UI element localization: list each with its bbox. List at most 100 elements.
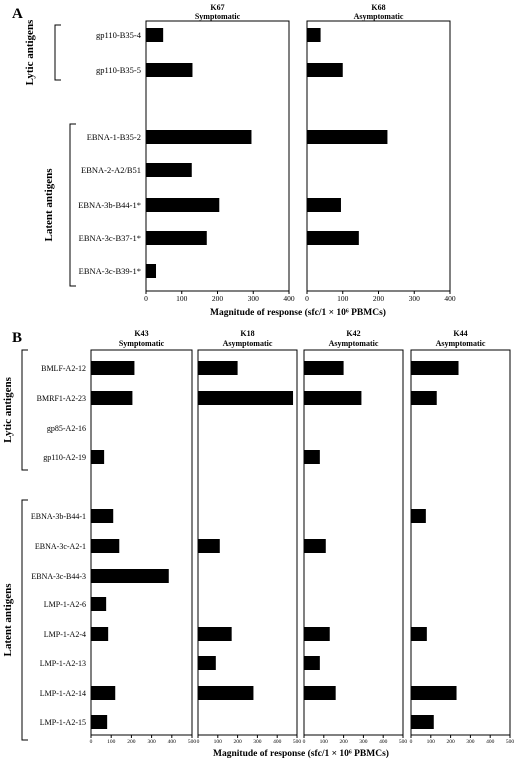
- bar: [146, 163, 192, 177]
- x-axis-label: Magnitude of response (sfc/1 × 10⁶ PBMCs…: [213, 748, 389, 759]
- category-label: EBNA-3c-B39-1*: [79, 266, 141, 276]
- bar: [304, 361, 344, 375]
- series-name: K68: [371, 3, 385, 12]
- category-label: EBNA-2-A2/B51: [81, 165, 141, 175]
- series-status: Asymptomatic: [329, 339, 379, 348]
- x-tick-label: 400: [486, 739, 495, 745]
- bar: [91, 509, 114, 523]
- bar: [411, 391, 437, 405]
- bar: [411, 715, 434, 729]
- category-label: EBNA-3b-B44-1: [31, 512, 86, 521]
- x-tick-label: 200: [446, 739, 455, 745]
- bar: [304, 539, 326, 553]
- group-label: Latent antigens: [43, 168, 55, 242]
- x-tick-label: 200: [339, 739, 348, 745]
- bar: [198, 627, 232, 641]
- bar: [198, 391, 294, 405]
- bar: [411, 627, 427, 641]
- category-label: LMP-1-A2-15: [40, 718, 86, 727]
- plot-frame: [145, 20, 290, 292]
- bar: [91, 597, 107, 611]
- x-tick-label: 400: [444, 294, 456, 303]
- series-name: K42: [346, 329, 360, 338]
- group-bracket: [21, 349, 28, 471]
- bar: [146, 231, 207, 245]
- x-tick-label: 400: [273, 739, 282, 745]
- x-tick-label: 300: [359, 739, 368, 745]
- bar: [198, 656, 216, 670]
- x-tick-label: 200: [127, 739, 136, 745]
- bar: [307, 28, 321, 42]
- x-tick-label: 300: [409, 294, 421, 303]
- category-label: EBNA-3c-B37-1*: [79, 233, 141, 243]
- category-label: LMP-1-A2-14: [40, 689, 86, 698]
- x-tick-label: 200: [212, 294, 224, 303]
- panel-b-letter: B: [12, 330, 22, 346]
- bar: [304, 656, 320, 670]
- bar: [304, 450, 320, 464]
- category-label: BMLF-A2-12: [41, 364, 86, 373]
- series-name: K44: [453, 329, 467, 338]
- bar: [307, 130, 388, 144]
- bar: [91, 686, 116, 700]
- bar: [304, 627, 330, 641]
- category-label: gp110-B35-5: [96, 65, 141, 75]
- x-tick-label: 500: [399, 739, 408, 745]
- x-tick-label: 100: [214, 739, 223, 745]
- category-label: LMP-1-A2-13: [40, 659, 86, 668]
- x-tick-label: 500: [293, 739, 302, 745]
- x-tick-label: 300: [253, 739, 262, 745]
- bar: [146, 130, 252, 144]
- series-name: K43: [134, 329, 148, 338]
- x-tick-label: 300: [147, 739, 156, 745]
- group-bracket: [69, 123, 76, 287]
- group-label: Latent antigens: [2, 583, 14, 657]
- bar: [198, 686, 254, 700]
- x-tick-label: 0: [410, 739, 413, 745]
- x-tick-label: 100: [107, 739, 116, 745]
- category-label: EBNA-1-B35-2: [87, 132, 141, 142]
- bar: [304, 686, 336, 700]
- series-status: Asymptomatic: [354, 12, 404, 21]
- category-label: gp110-A2-19: [43, 453, 86, 462]
- bar: [411, 361, 459, 375]
- category-label: LMP-1-A2-6: [44, 600, 86, 609]
- panel-a-letter: A: [12, 6, 23, 22]
- x-tick-label: 400: [379, 739, 388, 745]
- group-bracket: [21, 499, 28, 741]
- series-status: Asymptomatic: [436, 339, 486, 348]
- bar: [411, 509, 426, 523]
- group-label: Lytic antigens: [24, 19, 36, 85]
- series-status: Symptomatic: [195, 12, 241, 21]
- x-tick-label: 100: [427, 739, 436, 745]
- x-tick-label: 500: [188, 739, 197, 745]
- bar: [146, 198, 220, 212]
- bar: [91, 361, 135, 375]
- bar: [91, 539, 120, 553]
- bar: [91, 569, 169, 583]
- bar: [91, 450, 105, 464]
- series-name: K18: [240, 329, 254, 338]
- bar: [411, 686, 457, 700]
- bar: [146, 28, 164, 42]
- bar: [307, 231, 359, 245]
- x-tick-label: 0: [144, 294, 148, 303]
- x-tick-label: 400: [283, 294, 295, 303]
- category-label: gp110-B35-4: [96, 30, 142, 40]
- x-tick-label: 0: [90, 739, 93, 745]
- bar: [198, 539, 220, 553]
- x-tick-label: 0: [197, 739, 200, 745]
- bar: [304, 391, 362, 405]
- x-tick-label: 100: [176, 294, 188, 303]
- bar: [91, 715, 108, 729]
- plot-frame: [306, 20, 451, 292]
- series-status: Symptomatic: [119, 339, 165, 348]
- x-tick-label: 100: [320, 739, 329, 745]
- category-label: EBNA-3c-B44-3: [31, 572, 86, 581]
- bar: [146, 264, 157, 278]
- category-label: EBNA-3b-B44-1*: [78, 200, 141, 210]
- bar: [91, 391, 133, 405]
- bar: [146, 63, 193, 77]
- series-name: K67: [210, 3, 224, 12]
